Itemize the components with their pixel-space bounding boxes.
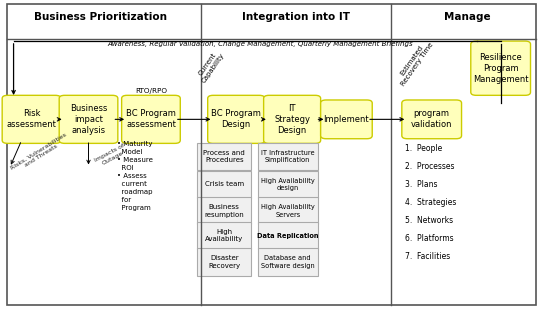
- Text: Data Replication: Data Replication: [257, 232, 319, 239]
- FancyBboxPatch shape: [258, 197, 318, 224]
- FancyBboxPatch shape: [197, 248, 251, 276]
- Text: Awareness, Regular Validation, Change Management, Quarterly Management Briefings: Awareness, Regular Validation, Change Ma…: [108, 41, 413, 47]
- FancyBboxPatch shape: [122, 95, 180, 143]
- Text: • Maturity
  Model
• Measure
  ROI
• Assess
  current
  roadmap
  for
  Program: • Maturity Model • Measure ROI • Assess …: [117, 141, 153, 211]
- Text: Estimated
Recovery Time: Estimated Recovery Time: [394, 37, 434, 87]
- Text: Business
resumption: Business resumption: [204, 204, 244, 218]
- Text: Risk
assessment: Risk assessment: [7, 109, 56, 129]
- Text: High Availability
Servers: High Availability Servers: [261, 204, 314, 218]
- Text: IT Infrastructure
Simplification: IT Infrastructure Simplification: [261, 150, 314, 163]
- Text: 2.  Processes: 2. Processes: [405, 162, 454, 171]
- FancyBboxPatch shape: [258, 171, 318, 198]
- Text: 4.  Strategies: 4. Strategies: [405, 198, 456, 207]
- FancyBboxPatch shape: [207, 95, 265, 143]
- Text: program
validation: program validation: [411, 109, 452, 129]
- Text: Crisis team: Crisis team: [205, 181, 244, 188]
- FancyBboxPatch shape: [197, 143, 251, 170]
- Text: Integration into IT: Integration into IT: [242, 12, 350, 22]
- Text: Business Prioritization: Business Prioritization: [34, 12, 167, 22]
- Text: Current
Capability: Current Capability: [195, 48, 225, 84]
- Text: 7.  Facilities: 7. Facilities: [405, 252, 450, 261]
- FancyBboxPatch shape: [264, 95, 320, 143]
- FancyBboxPatch shape: [258, 222, 318, 249]
- Text: Process and
Procedures: Process and Procedures: [204, 150, 245, 163]
- Text: BC Program
assessment: BC Program assessment: [126, 109, 176, 129]
- FancyBboxPatch shape: [197, 197, 251, 224]
- FancyBboxPatch shape: [320, 100, 372, 139]
- Text: RTO/RPO: RTO/RPO: [135, 88, 167, 94]
- Text: 3.  Plans: 3. Plans: [405, 180, 437, 189]
- Text: Resilience
Program
Management: Resilience Program Management: [473, 53, 528, 84]
- FancyBboxPatch shape: [197, 222, 251, 249]
- Text: BC Program
Design: BC Program Design: [211, 109, 261, 129]
- Text: High
Availability: High Availability: [205, 229, 243, 242]
- FancyBboxPatch shape: [258, 143, 318, 170]
- FancyBboxPatch shape: [59, 95, 118, 143]
- FancyBboxPatch shape: [402, 100, 462, 139]
- Text: Risks, Vulnerabilities
and Threats: Risks, Vulnerabilities and Threats: [10, 132, 71, 175]
- Text: Business
impact
analysis: Business impact analysis: [70, 104, 107, 135]
- Text: Database and
Software design: Database and Software design: [261, 255, 314, 269]
- FancyBboxPatch shape: [2, 95, 61, 143]
- FancyBboxPatch shape: [197, 171, 251, 198]
- Text: Impacts of
Outage: Impacts of Outage: [94, 143, 128, 168]
- Text: Manage: Manage: [444, 12, 490, 22]
- Text: 6.  Platforms: 6. Platforms: [405, 234, 453, 243]
- Text: Disaster
Recovery: Disaster Recovery: [208, 255, 241, 269]
- Text: 1.  People: 1. People: [405, 144, 442, 153]
- FancyBboxPatch shape: [471, 41, 531, 95]
- FancyBboxPatch shape: [258, 248, 318, 276]
- Text: Implement: Implement: [324, 115, 369, 124]
- Text: High Availability
design: High Availability design: [261, 178, 314, 191]
- Text: IT
Strategy
Design: IT Strategy Design: [274, 104, 310, 135]
- Text: 5.  Networks: 5. Networks: [405, 216, 453, 225]
